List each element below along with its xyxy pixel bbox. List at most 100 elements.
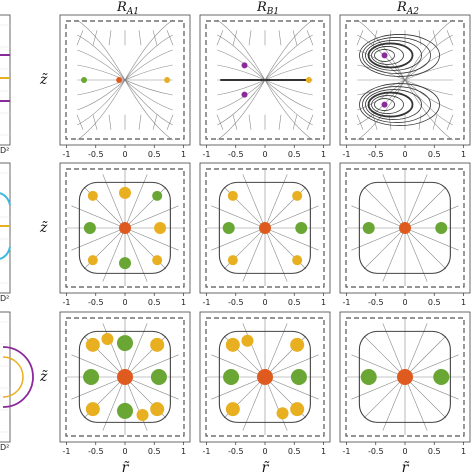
x-tick-label: 1 xyxy=(321,447,326,456)
x-tick-label: -0.5 xyxy=(368,447,384,456)
point-green xyxy=(223,369,240,385)
panel-r3-c1: -1 -0.5 0 0.5 1 xyxy=(59,311,191,456)
left-partial-panel-1: D² xyxy=(0,14,11,155)
x-tick-label: 1 xyxy=(461,447,466,456)
x-tick-label: -0.5 xyxy=(228,150,244,159)
left-partial-tick-label: D² xyxy=(0,146,9,155)
domain-boundary xyxy=(345,168,465,288)
x-tick-label: -0.5 xyxy=(228,298,244,307)
point-yellow xyxy=(154,222,167,234)
x-tick-label: 0 xyxy=(122,150,127,159)
point-yellow xyxy=(292,255,303,266)
point-yellow xyxy=(119,186,131,199)
left-partial-tick-label: D² xyxy=(0,443,9,452)
point-green xyxy=(435,222,448,234)
panel-r2-c1: -1 -0.5 0 0.5 1 xyxy=(59,162,191,307)
point-yellow xyxy=(241,334,254,347)
x-tick-label: 0 xyxy=(402,298,407,307)
column-title-2: RB1 xyxy=(256,0,279,17)
x-tick-label: -1 xyxy=(203,150,211,159)
point-yellow xyxy=(227,255,238,266)
domain-boundary xyxy=(205,20,325,140)
point-purple xyxy=(381,101,388,108)
x-tick-label: -1 xyxy=(63,447,71,456)
left-partial-panel-2: D² xyxy=(0,162,11,303)
panels: -1 -0.5 0 0.5 1 -1 -0.5 0 0.5 1 -1 -0.5 0 0.5 1 -1 -0.5 0… xyxy=(59,14,471,456)
point-green xyxy=(117,402,133,419)
panel-r1-c1: -1 -0.5 0 0.5 1 xyxy=(59,14,191,159)
x-tick-label: 0 xyxy=(262,447,267,456)
point-yellow xyxy=(227,190,238,201)
x-tick-label: -1 xyxy=(203,298,211,307)
point-green xyxy=(152,190,163,201)
point-green xyxy=(119,257,131,270)
domain-boundary xyxy=(345,20,465,140)
x-tick-label: -1 xyxy=(343,447,351,456)
x-tick-label: 0.5 xyxy=(288,447,301,456)
y-axis-label: z̃ xyxy=(39,220,48,236)
point-orange_red xyxy=(259,222,271,234)
point-orange_red xyxy=(257,369,273,385)
point-green xyxy=(81,77,88,83)
x-axis-label: r̃ xyxy=(122,460,130,474)
point-green xyxy=(433,369,450,385)
x-tick-label: 0.5 xyxy=(148,298,161,307)
point-yellow xyxy=(87,255,98,266)
point-yellow xyxy=(305,77,312,83)
point-yellow xyxy=(164,77,171,83)
domain-boundary xyxy=(65,20,185,140)
point-green xyxy=(117,335,133,352)
point-orange_red xyxy=(397,369,413,385)
point-orange_red xyxy=(119,222,131,234)
x-tick-label: 0.5 xyxy=(288,150,301,159)
x-tick-label: -0.5 xyxy=(88,447,104,456)
x-tick-label: -1 xyxy=(343,150,351,159)
domain-boundary xyxy=(65,317,185,437)
axis-labels: z̃ z̃ z̃ r̃ r̃ r̃ xyxy=(39,72,410,474)
point-yellow xyxy=(101,332,114,345)
left-strip-partial-panels: D² D² D² xyxy=(0,14,34,452)
x-tick-label: 0 xyxy=(122,447,127,456)
x-axis-label: r̃ xyxy=(402,460,410,474)
x-tick-label: 0.5 xyxy=(428,150,441,159)
x-tick-label: -0.5 xyxy=(228,447,244,456)
point-yellow xyxy=(292,190,303,201)
point-green xyxy=(290,369,307,385)
x-tick-label: -1 xyxy=(63,150,71,159)
x-tick-label: -1 xyxy=(63,298,71,307)
point-yellow xyxy=(136,409,149,422)
x-tick-label: -0.5 xyxy=(368,298,384,307)
point-green xyxy=(150,369,167,385)
x-tick-label: 1 xyxy=(181,298,186,307)
panel-r2-c2: -1 -0.5 0 0.5 1 xyxy=(199,162,331,307)
x-tick-label: 1 xyxy=(461,298,466,307)
point-yellow xyxy=(290,337,305,352)
point-yellow xyxy=(290,402,305,417)
y-axis-label: z̃ xyxy=(39,72,48,88)
column-title-1: RA1 xyxy=(116,0,139,17)
point-yellow xyxy=(152,255,163,266)
x-tick-label: 0 xyxy=(402,447,407,456)
point-yellow xyxy=(85,402,100,417)
left-partial-panel-3: D² xyxy=(0,311,34,452)
panel-r3-c2: -1 -0.5 0 0.5 1 xyxy=(199,311,331,456)
domain-boundary xyxy=(205,168,325,288)
x-tick-label: 0.5 xyxy=(428,298,441,307)
left-partial-tick-label: D² xyxy=(0,294,9,303)
panel-r1-c3: -1 -0.5 0 0.5 1 xyxy=(339,14,471,159)
y-axis-label: z̃ xyxy=(39,369,48,385)
point-purple xyxy=(381,52,388,59)
point-yellow xyxy=(85,337,100,352)
x-tick-label: 0 xyxy=(262,150,267,159)
x-tick-label: -1 xyxy=(203,447,211,456)
point-orange_red xyxy=(399,222,411,234)
point-yellow xyxy=(276,407,289,420)
point-green xyxy=(83,369,100,385)
point-green xyxy=(83,222,96,234)
point-yellow xyxy=(87,190,98,201)
point-orange_red xyxy=(116,77,123,83)
domain-boundary xyxy=(65,168,185,288)
point-yellow xyxy=(150,402,165,417)
x-tick-label: -0.5 xyxy=(368,150,384,159)
